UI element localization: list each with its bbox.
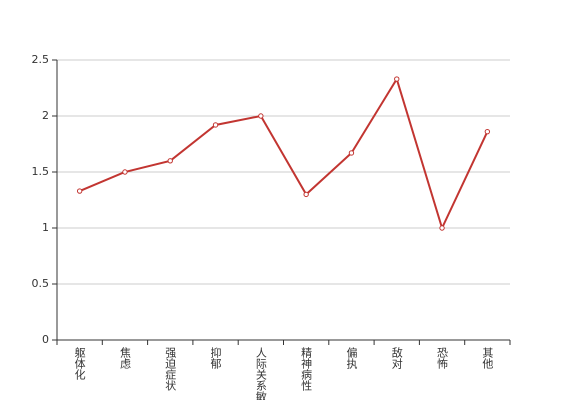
line <box>79 76 489 231</box>
x-tick-label: 躯体化 <box>73 347 86 381</box>
y-tick-label: 0.5 <box>32 277 50 290</box>
y-tick-label: 1 <box>42 221 49 234</box>
x-tick-label: 精神病性 <box>300 347 313 392</box>
point <box>212 122 219 128</box>
x-tick-label: 恐怖 <box>436 347 449 369</box>
x-tick-label: 焦虑 <box>118 347 131 369</box>
y-tick-label: 1.5 <box>32 165 50 178</box>
x-tick-label: 敌对 <box>390 346 403 369</box>
point <box>76 188 83 194</box>
point <box>167 158 173 164</box>
y-tick-label: 2.5 <box>32 53 50 66</box>
point <box>439 225 445 231</box>
x-tick-label: 抑郁 <box>209 346 222 369</box>
y-tick-label: 0 <box>42 333 49 346</box>
point <box>122 169 128 175</box>
x-tick-label: 其他 <box>481 347 494 369</box>
x-tick-label: 人际关系敏感 <box>254 347 267 400</box>
x-tick-label: 强迫症状 <box>164 347 177 391</box>
x-tick-label: 偏执 <box>345 346 358 370</box>
point <box>348 150 355 156</box>
point <box>484 128 491 135</box>
point <box>303 191 309 198</box>
point <box>258 113 264 119</box>
y-tick-label: 2 <box>42 109 49 122</box>
point <box>394 76 400 82</box>
